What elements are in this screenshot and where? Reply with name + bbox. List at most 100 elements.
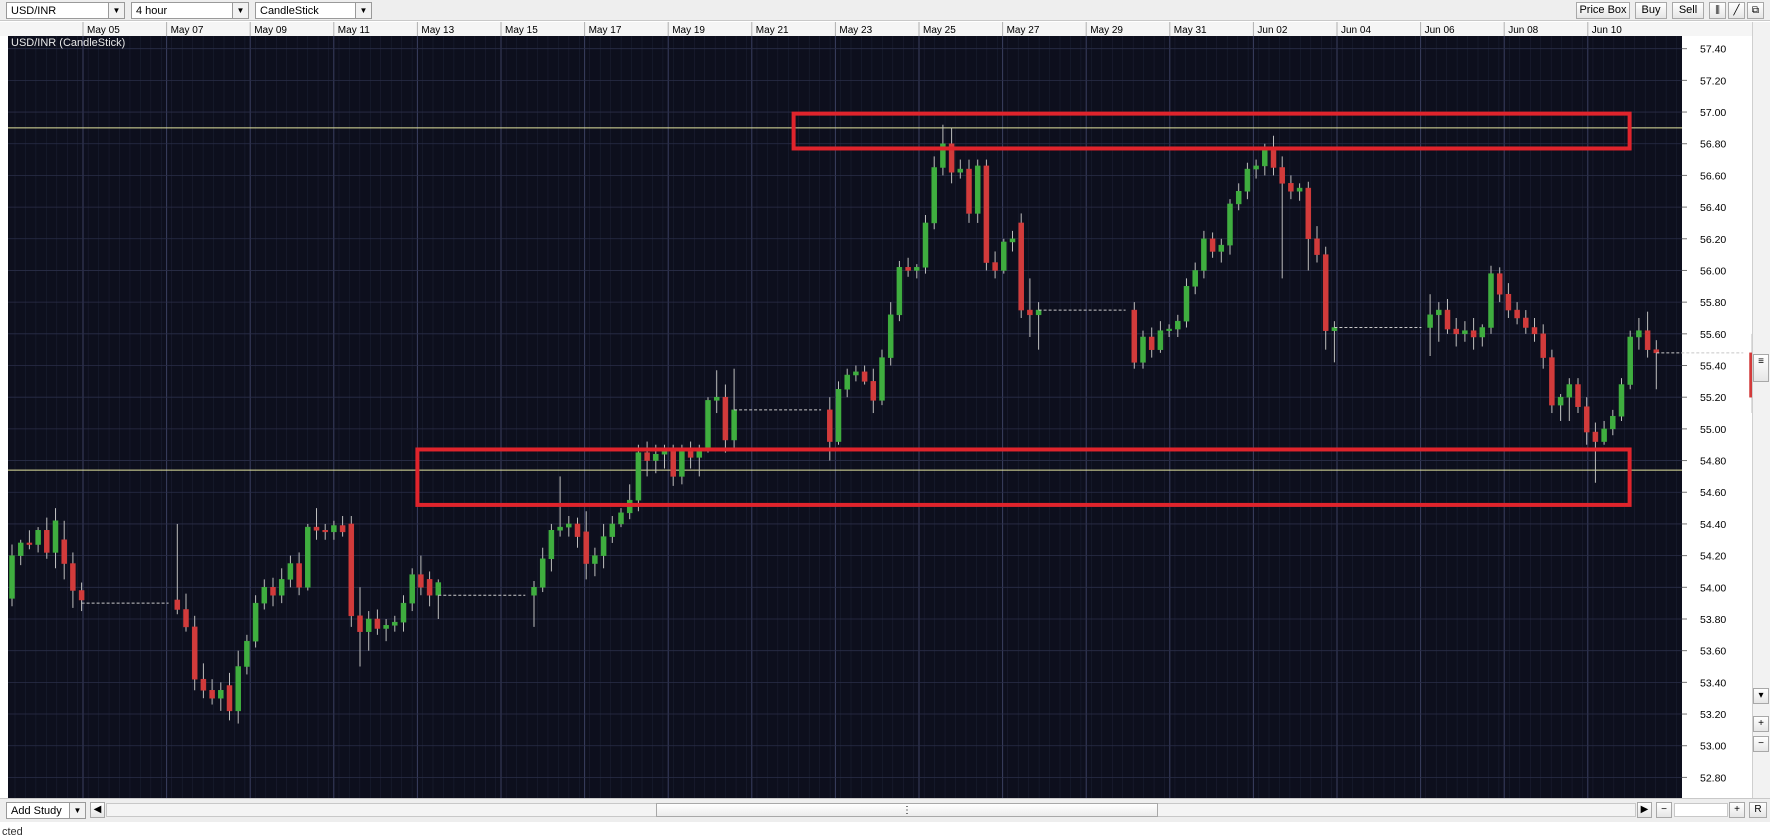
candle-down — [348, 523, 355, 617]
candle-down — [1583, 406, 1590, 433]
candle-down — [44, 530, 50, 553]
candle-up — [713, 396, 720, 401]
date-tick-label: May 11 — [338, 25, 370, 36]
candle-up — [218, 690, 224, 699]
chart-plot-area — [8, 22, 1682, 798]
candle-down — [983, 165, 990, 263]
candle-up — [1192, 270, 1198, 287]
annotation-zone-box — [791, 111, 1632, 151]
price-tick-label: 54.40 — [1700, 519, 1726, 531]
candle-up — [1427, 314, 1433, 328]
candle-up — [52, 520, 59, 553]
price-box-button[interactable]: Price Box — [1576, 2, 1630, 19]
price-tick-label: 57.20 — [1700, 75, 1726, 87]
price-tick-label: 53.80 — [1700, 614, 1726, 626]
candle-up — [235, 666, 241, 712]
candle-down — [583, 531, 589, 564]
candle-down — [1496, 273, 1503, 295]
candle-up — [609, 523, 616, 537]
candle-down — [687, 450, 694, 458]
candle-down — [1540, 333, 1546, 358]
candle-up — [887, 314, 894, 358]
candle-down — [357, 615, 363, 632]
candle-down — [644, 452, 650, 461]
price-zoom-out-button[interactable]: ▾ — [1753, 688, 1769, 704]
horizontal-scroll-thumb[interactable]: ⋮ — [656, 803, 1158, 817]
reset-button[interactable]: R — [1749, 802, 1767, 818]
candle-up — [896, 267, 903, 316]
candle-down — [1131, 309, 1138, 363]
scroll-right-button[interactable]: ▶ — [1637, 802, 1652, 818]
price-tick-label: 54.80 — [1700, 456, 1726, 468]
chart-style-dropdown[interactable]: CandleStick ▼ — [255, 2, 372, 19]
price-zoom-minus-button[interactable]: − — [1753, 736, 1769, 752]
date-tick-label: May 31 — [1174, 25, 1207, 36]
candle-up — [9, 555, 15, 599]
top-toolbar — [0, 0, 1770, 21]
candle-up — [1218, 244, 1225, 252]
symbol-dropdown[interactable]: USD/INR ▼ — [6, 2, 125, 19]
candle-up — [922, 222, 929, 268]
candle-down — [191, 626, 198, 680]
scroll-left-button[interactable]: ◀ — [90, 802, 105, 818]
chart-style-value: CandleStick — [260, 5, 319, 17]
price-zoom-in-button[interactable]: + — [1753, 716, 1769, 732]
candle-down — [861, 371, 868, 382]
candle-up — [731, 409, 737, 441]
candle-up — [592, 555, 598, 564]
date-tick-label: May 17 — [589, 25, 622, 36]
candle-down — [1523, 317, 1529, 328]
date-tick-label: Jun 08 — [1508, 25, 1538, 36]
vertical-scroll-grip[interactable]: ≡ — [1753, 354, 1769, 382]
candle-down — [1305, 187, 1312, 240]
price-tick-label: 53.20 — [1700, 709, 1726, 721]
candle-up — [661, 450, 668, 455]
candle-down — [374, 618, 381, 629]
candle-down — [270, 587, 276, 596]
candle-down — [1279, 167, 1285, 184]
candle-down — [339, 525, 346, 533]
candle-up — [365, 618, 372, 632]
price-tick-label: 55.80 — [1700, 297, 1726, 309]
candle-up — [1201, 238, 1207, 271]
candle-down — [1592, 431, 1599, 442]
zoom-track[interactable] — [1674, 803, 1728, 817]
sell-button[interactable]: Sell — [1672, 2, 1704, 19]
candle-up — [1636, 330, 1642, 338]
chart-caption: USD/INR (CandleStick) — [11, 37, 125, 49]
candle-down — [418, 574, 424, 588]
candle-down — [1470, 330, 1477, 338]
candle-down — [1444, 309, 1451, 330]
add-study-label: Add Study — [11, 805, 62, 817]
price-tick-label: 55.00 — [1700, 424, 1726, 436]
buy-button[interactable]: Buy — [1635, 2, 1667, 19]
chart-type-icon[interactable]: ⫼ — [1709, 2, 1726, 19]
price-tick-label: 56.60 — [1700, 170, 1726, 182]
status-text: cted — [2, 826, 23, 838]
candle-down — [1453, 328, 1459, 335]
candle-down — [1018, 222, 1024, 311]
candle-up — [940, 143, 946, 168]
add-study-dropdown[interactable]: Add Study ▼ — [6, 802, 86, 819]
candle-down — [200, 678, 207, 691]
date-axis — [0, 22, 1770, 36]
interval-value: 4 hour — [136, 5, 168, 17]
price-tick-label: 54.00 — [1700, 582, 1726, 594]
zoom-out-button[interactable]: − — [1656, 802, 1672, 818]
candle-down — [1575, 384, 1581, 407]
candle-up — [1166, 328, 1172, 331]
interval-dropdown[interactable]: 4 hour ▼ — [131, 2, 249, 19]
candle-up — [914, 267, 920, 271]
popout-icon[interactable]: ⧉ — [1747, 2, 1764, 19]
candle-up — [531, 587, 537, 596]
candle-up — [974, 165, 981, 214]
zoom-in-button[interactable]: + — [1729, 802, 1745, 818]
candle-down — [26, 542, 33, 545]
candle-up — [35, 530, 41, 545]
candle-up — [566, 523, 572, 528]
candle-down — [1505, 293, 1512, 311]
candle-up — [844, 374, 850, 390]
candle-up — [409, 574, 415, 604]
draw-line-icon[interactable]: ╱ — [1728, 2, 1745, 19]
price-tick-label: 55.60 — [1700, 329, 1726, 341]
